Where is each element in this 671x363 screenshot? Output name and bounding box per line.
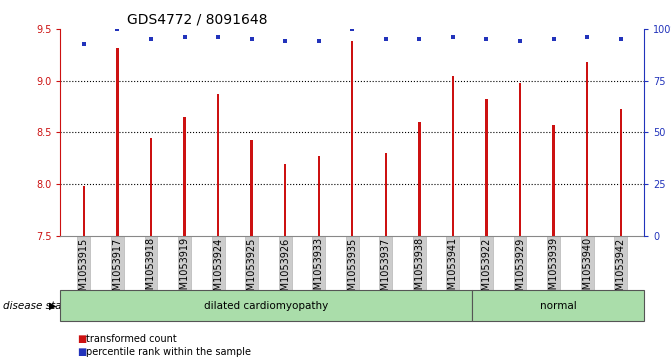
Bar <box>485 99 488 236</box>
Bar <box>418 122 421 236</box>
Point <box>582 34 592 40</box>
Bar <box>452 76 454 236</box>
Bar <box>552 125 555 236</box>
Point <box>414 37 425 42</box>
Point <box>179 34 190 40</box>
Point <box>548 37 559 42</box>
Text: GDS4772 / 8091648: GDS4772 / 8091648 <box>127 13 268 27</box>
Point <box>112 26 123 32</box>
Bar <box>284 164 287 236</box>
Bar <box>116 48 119 236</box>
Text: dilated cardiomyopathy: dilated cardiomyopathy <box>204 301 329 311</box>
Point <box>213 34 223 40</box>
Text: disease state: disease state <box>3 301 72 311</box>
Bar <box>217 94 219 236</box>
Point <box>448 34 458 40</box>
Bar <box>183 117 186 236</box>
Bar <box>83 186 85 236</box>
Point <box>515 38 525 44</box>
Bar <box>586 62 588 236</box>
Point <box>380 37 391 42</box>
Bar <box>351 41 354 236</box>
Bar <box>317 156 320 236</box>
Text: transformed count: transformed count <box>86 334 176 344</box>
Point <box>146 37 156 42</box>
Text: ■: ■ <box>77 347 87 357</box>
Bar <box>150 138 152 236</box>
Point <box>246 37 257 42</box>
Point <box>347 26 358 32</box>
Text: ■: ■ <box>77 334 87 344</box>
Text: normal: normal <box>540 301 576 311</box>
Text: ▶: ▶ <box>49 301 56 311</box>
Point <box>79 41 89 46</box>
Bar <box>384 153 387 236</box>
Point <box>615 37 626 42</box>
Point <box>313 38 324 44</box>
Bar <box>619 109 622 236</box>
Text: percentile rank within the sample: percentile rank within the sample <box>86 347 251 357</box>
Bar <box>519 83 521 236</box>
Point <box>280 38 291 44</box>
Bar <box>250 140 253 236</box>
Point <box>481 37 492 42</box>
